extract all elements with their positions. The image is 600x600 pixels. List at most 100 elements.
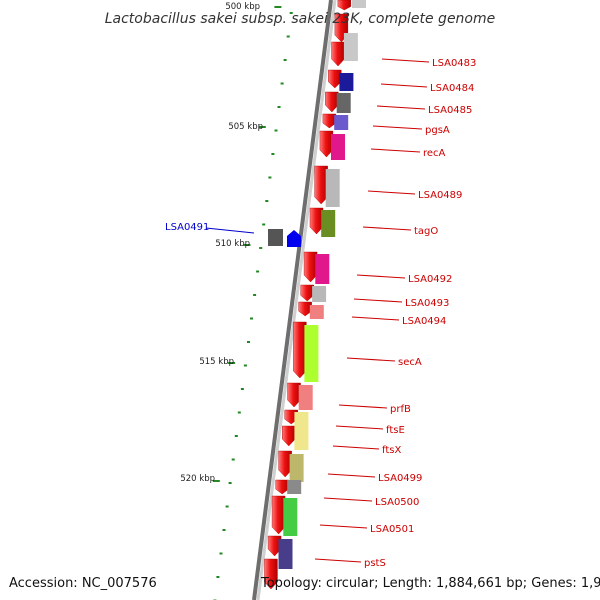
left-gene-lsa0491: LSA0491	[165, 222, 301, 247]
scale-tick-minor	[247, 341, 250, 343]
cog-box	[343, 33, 358, 61]
gene-label: ftsX	[382, 445, 401, 456]
scale-tick-major	[228, 362, 236, 364]
forward-gene-arrow	[322, 113, 337, 129]
scale-tick-minor	[265, 200, 269, 202]
leader-line	[319, 524, 368, 529]
cog-box	[336, 93, 351, 113]
gene-label: prfB	[390, 404, 411, 415]
scale-tick-minor	[219, 552, 223, 555]
scale-tick-minor	[286, 35, 290, 38]
forward-gene-arrow	[271, 495, 286, 535]
gene-label: LSA0492	[408, 274, 452, 285]
forward-gene-arrow	[300, 284, 314, 302]
map-title: Lactobacillus sakei subsp. sakei 23K, co…	[105, 11, 496, 27]
forward-genes	[264, 0, 352, 590]
scale-tick-minor	[268, 176, 272, 179]
cog-box	[325, 169, 340, 207]
scale-tick-major	[243, 244, 251, 246]
scale-tick-minor	[256, 270, 260, 273]
scale-tick-minor	[225, 505, 229, 508]
scale-tick-minor	[228, 482, 232, 484]
gene-label: LSA0494	[402, 316, 446, 327]
gene-label: LSA0489	[418, 190, 462, 201]
cog-box	[283, 498, 298, 536]
scale-tick-major	[212, 480, 220, 482]
forward-gene-arrow	[298, 301, 312, 317]
cog-box	[331, 134, 345, 160]
gene-label: LSA0485	[428, 105, 472, 116]
scale-tick-minor	[243, 364, 247, 367]
gene-label: pstS	[364, 558, 386, 569]
forward-gene-arrow	[319, 130, 334, 158]
leader-line	[362, 226, 412, 231]
forward-gene-arrow	[275, 479, 289, 495]
forward-gene-arrow	[337, 0, 352, 11]
forward-gene-arrow	[303, 251, 318, 283]
cog-box	[334, 115, 349, 130]
scale-label: 500 kbp	[225, 2, 260, 12]
gene-label: secA	[398, 357, 422, 368]
scale-tick-minor	[237, 411, 241, 414]
scale-label: 510 kbp	[215, 239, 250, 249]
leader-line	[346, 357, 396, 362]
scale-tick-minor	[253, 294, 257, 296]
leader-line	[323, 497, 373, 502]
leader-line	[332, 445, 380, 450]
scale-tick-minor	[280, 82, 284, 85]
cog-box	[289, 454, 304, 482]
forward-gene-arrow	[314, 165, 328, 205]
cog-boxes	[278, 0, 366, 569]
cog-box	[294, 412, 309, 450]
leader-line	[372, 125, 423, 130]
scale-tick-major	[274, 6, 282, 8]
leader-line	[353, 298, 403, 303]
gene-label-lsa0491: LSA0491	[165, 222, 209, 233]
scale-tick-minor	[231, 458, 235, 461]
scale-tick-minor	[271, 153, 275, 155]
gene-label: LSA0483	[432, 58, 476, 69]
cog-box	[315, 254, 330, 284]
leader-line	[370, 148, 421, 153]
leader-lines	[314, 58, 430, 563]
leader-line	[314, 558, 362, 563]
left-gene-arrow-blue	[287, 230, 301, 247]
forward-gene-arrow	[293, 321, 307, 379]
scale-tick-minor	[250, 317, 253, 320]
scale-tick-minor	[277, 106, 281, 108]
scale-tick-minor	[222, 529, 226, 531]
left-gene-leader-line	[205, 227, 255, 234]
leader-line	[376, 105, 426, 110]
scale-tick-major	[258, 126, 266, 128]
cog-box	[287, 480, 302, 494]
left-gene-block-gray	[268, 229, 283, 246]
cog-box	[352, 0, 366, 8]
gene-label: LSA0484	[430, 83, 474, 94]
forward-gene-arrow	[267, 535, 282, 557]
genome-backbone	[252, 0, 337, 600]
gene-label: recA	[423, 148, 446, 159]
scale-tick-minor	[289, 12, 293, 14]
forward-gene-arrow	[287, 382, 301, 408]
forward-gene-arrow	[325, 91, 339, 113]
gene-label: tagO	[414, 226, 438, 237]
cog-box	[304, 325, 319, 382]
leader-line	[356, 274, 406, 279]
forward-gene-arrow	[328, 69, 342, 89]
scale-labels: 500 kbp 505 kbp 510 kbp 515 kbp 520 kbp	[180, 2, 263, 484]
cog-box	[321, 210, 336, 237]
leader-line	[338, 404, 388, 409]
forward-gene-arrow	[264, 558, 278, 590]
gene-label: LSA0499	[378, 473, 422, 484]
cog-box	[298, 385, 313, 410]
scale-tick-minor	[216, 576, 220, 578]
cog-box	[339, 73, 354, 91]
accession-text: Accession: NC_007576	[9, 576, 157, 591]
gene-label: LSA0501	[370, 524, 414, 535]
leader-line	[327, 473, 376, 478]
scale-label: 505 kbp	[228, 122, 263, 132]
forward-gene-arrow	[282, 425, 296, 447]
scale-tick-minor	[240, 388, 244, 390]
gene-label: pgsA	[425, 125, 450, 136]
